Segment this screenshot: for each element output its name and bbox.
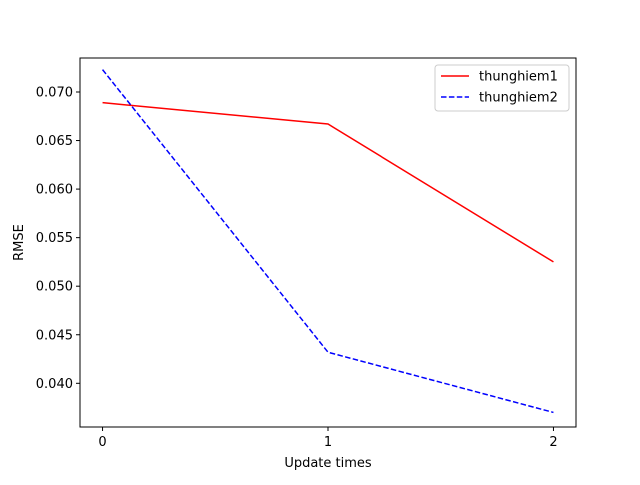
x-tick-label: 0 xyxy=(98,435,106,450)
y-tick-label: 0.070 xyxy=(36,85,73,100)
series-line-thunghiem2 xyxy=(101,69,554,414)
legend-label: thunghiem1 xyxy=(479,70,558,85)
series-line-thunghiem1 xyxy=(102,101,554,263)
y-axis-label: RMSE xyxy=(12,224,27,261)
y-tick-label: 0.050 xyxy=(36,280,73,295)
x-tick-label: 1 xyxy=(324,435,332,450)
y-tick-label: 0.045 xyxy=(36,328,73,343)
y-tick-label: 0.060 xyxy=(36,183,73,198)
y-tick-label: 0.040 xyxy=(36,377,73,392)
x-axis: 0 1 2 xyxy=(98,427,558,450)
y-axis: 0.040 0.045 0.050 0.055 0.060 0.065 0.070 xyxy=(36,85,80,392)
y-tick-label: 0.065 xyxy=(36,134,73,149)
x-axis-label: Update times xyxy=(284,456,372,471)
x-tick-label: 2 xyxy=(549,435,557,450)
y-tick-label: 0.055 xyxy=(36,231,73,246)
legend: thunghiem1 thunghiem2 xyxy=(434,64,570,112)
legend-label: thunghiem2 xyxy=(479,91,558,106)
series-layer xyxy=(101,69,554,414)
